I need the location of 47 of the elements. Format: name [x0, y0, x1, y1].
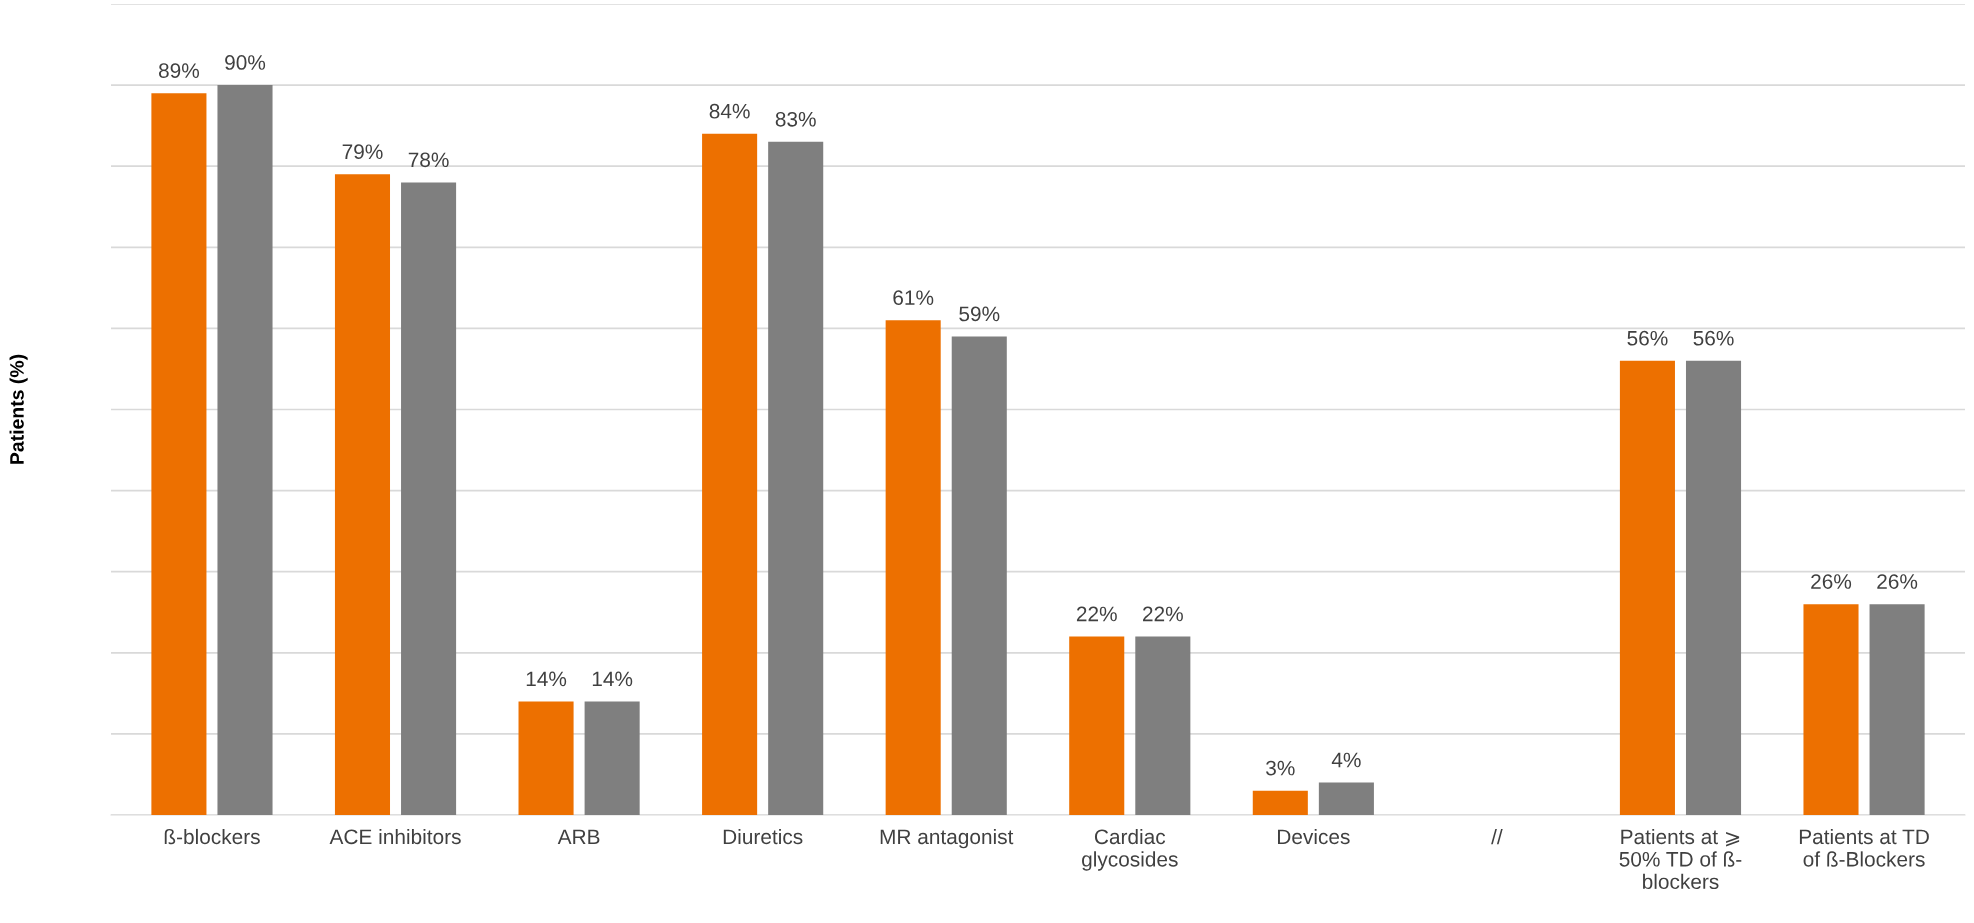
bar — [885, 320, 941, 815]
data-label: 3% — [1266, 760, 1295, 776]
x-tick-label: Patients at TD of ß-Blockers — [1799, 828, 1929, 867]
bar — [518, 701, 574, 815]
data-label: 26% — [1877, 574, 1918, 589]
bar — [1803, 604, 1859, 815]
bar — [702, 133, 758, 815]
x-tick-label: // — [1491, 828, 1503, 845]
data-label: 84% — [709, 103, 750, 119]
data-label: 83% — [775, 111, 816, 127]
data-label: 26% — [1811, 574, 1852, 589]
bar — [1252, 790, 1308, 815]
y-axis-title: Patients (%) — [9, 354, 28, 464]
x-tick-label: Patients at ⩾ 50% TD of ß- blockers — [1619, 828, 1742, 890]
x-tick-label: Devices — [1278, 828, 1350, 845]
data-label: 22% — [1076, 606, 1117, 622]
x-tick-label: Diuretics — [723, 828, 803, 845]
bar — [217, 85, 273, 815]
data-label: 61% — [893, 290, 934, 306]
x-tick-label: Cardiac glycosides — [1082, 828, 1178, 871]
bar — [1069, 636, 1125, 815]
bar — [334, 174, 391, 815]
data-label: 22% — [1143, 606, 1183, 622]
bar — [768, 141, 824, 815]
data-label: 56% — [1693, 330, 1734, 346]
data-label: 56% — [1627, 330, 1668, 346]
bar — [1685, 360, 1742, 815]
x-tick-label: MR antagonist — [880, 828, 1014, 849]
data-label: 89% — [158, 63, 200, 78]
bar — [401, 182, 457, 815]
x-tick-label: ACE inhibitors — [329, 828, 461, 845]
data-label: 14% — [526, 671, 567, 687]
bar — [1619, 360, 1675, 815]
data-label: 4% — [1331, 752, 1361, 768]
bar — [1318, 782, 1374, 815]
data-label: 79% — [342, 144, 383, 160]
bar — [584, 701, 640, 815]
bar — [151, 93, 207, 815]
data-label: 78% — [408, 152, 449, 168]
bar — [1135, 636, 1191, 815]
data-label: 59% — [959, 306, 1000, 322]
bar — [1869, 604, 1925, 815]
data-label: 90% — [225, 55, 266, 70]
x-tick-label: ARB — [557, 829, 600, 844]
bar — [951, 336, 1007, 815]
data-label: 14% — [592, 671, 633, 687]
x-tick-label: ß-blockers — [164, 828, 260, 845]
